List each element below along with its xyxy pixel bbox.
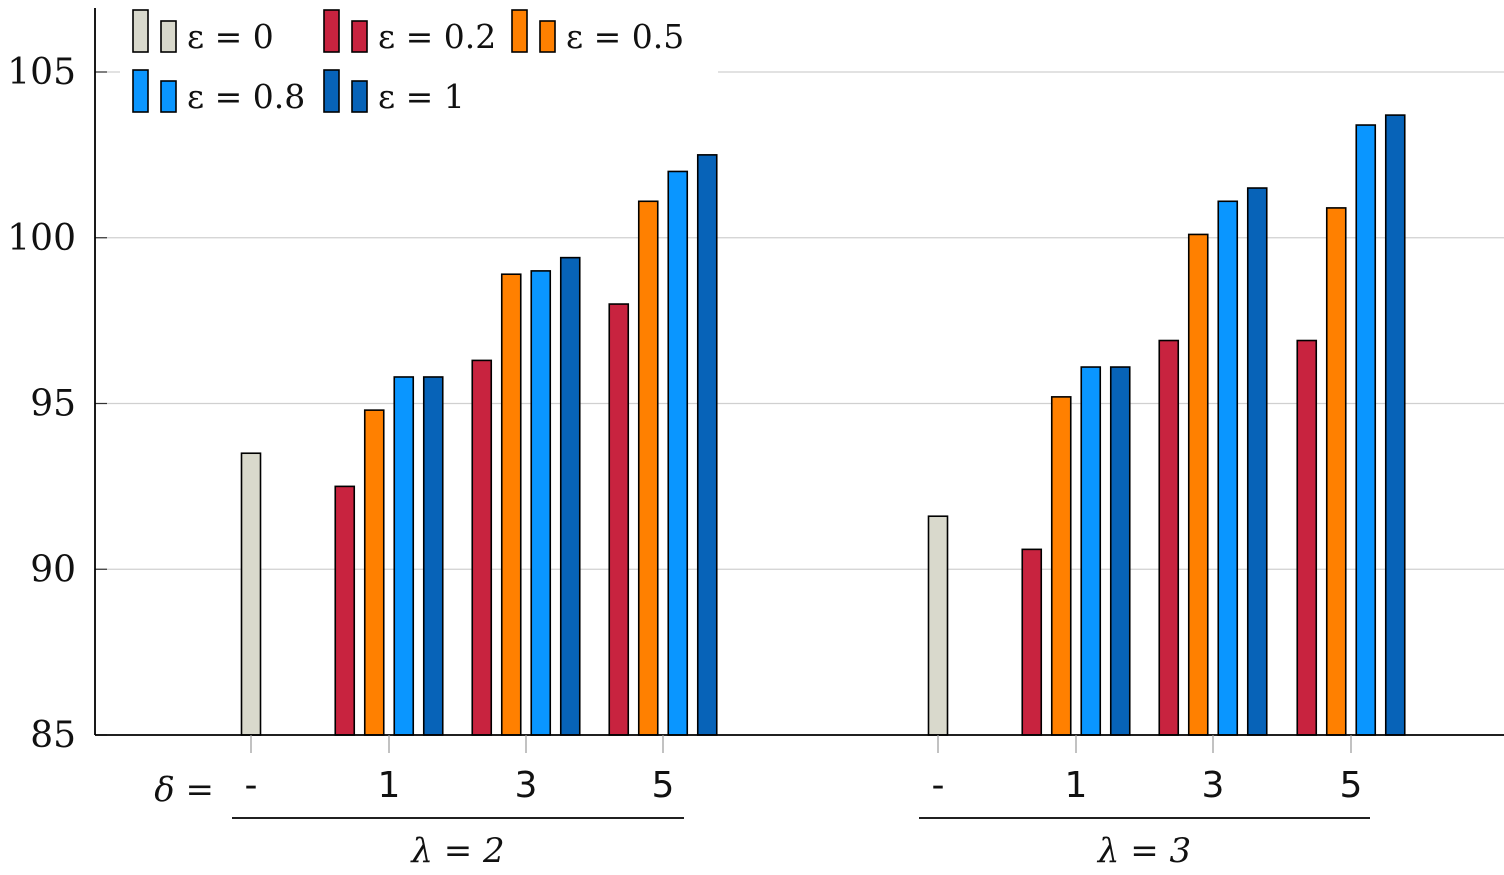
bar [1050,396,1072,736]
legend-swatch-bar [539,20,556,53]
bar [927,515,949,736]
bar [1217,200,1239,736]
bar [530,270,552,736]
bar [1158,339,1180,736]
bars [240,114,1406,736]
bar [240,452,262,736]
bar [1384,114,1406,736]
legend-swatch-bar [160,80,177,113]
legend-swatch-bar [511,9,528,53]
bar [1080,366,1102,736]
axes [94,8,1504,753]
x-category-label: 3 [515,765,538,806]
bar [1187,233,1209,736]
legend-entry-label: ε = 1 [378,77,465,116]
bar [363,409,385,736]
legend-entry-label: ε = 0.2 [378,17,496,56]
y-tick-label: 90 [30,549,76,590]
legend-entry-label: ε = 0.5 [566,17,684,56]
bar [393,376,415,736]
x-category-label: 3 [1202,765,1225,806]
bar [1109,366,1131,736]
legend-swatch-bar [323,69,340,113]
legend-entry-label: ε = 0 [187,17,274,56]
bar [667,170,689,736]
legend-swatch-bar [160,20,177,53]
bar [1325,207,1347,736]
bar [1355,124,1377,736]
group-label: λ = 3 [1096,831,1191,871]
legend-swatch-bar [351,20,368,53]
bar [1296,339,1318,736]
y-tick-label: 85 [30,715,76,756]
legend-background [120,2,718,128]
x-category-label: - [932,765,945,806]
legend-swatch-bar [323,9,340,53]
legend-swatch-bar [132,9,149,53]
bar [1021,548,1043,736]
bar [422,376,444,736]
bar [637,200,659,736]
bar [696,154,718,736]
bar [608,303,630,736]
bar [334,485,356,736]
x-category-label: 5 [652,765,675,806]
y-tick-label: 105 [7,52,76,93]
group-label: λ = 2 [409,831,504,871]
delta-axis-label: δ = [154,770,214,810]
x-category-label: 1 [1065,765,1088,806]
x-category-label: - [245,765,258,806]
bar [1246,187,1268,736]
y-tick-label: 95 [30,384,76,425]
legend-swatch-bar [132,69,149,113]
x-category-label: 5 [1340,765,1363,806]
bar [500,273,522,736]
gridlines [95,71,1504,570]
legend-entry-label: ε = 0.8 [187,77,305,116]
bar [471,359,493,736]
legend-swatch-bar [351,80,368,113]
axis-labels: 85 90 95 100 105 - 1 3 5 λ = 2 - 1 3 5 λ = 3 δ = [7,52,1370,871]
y-tick-label: 100 [7,218,76,259]
x-category-label: 1 [378,765,401,806]
legend: ε = 0 ε = 0.2 ε = 0.5 ε = 0.8 ε = 1 [120,2,718,128]
bar [559,256,581,736]
